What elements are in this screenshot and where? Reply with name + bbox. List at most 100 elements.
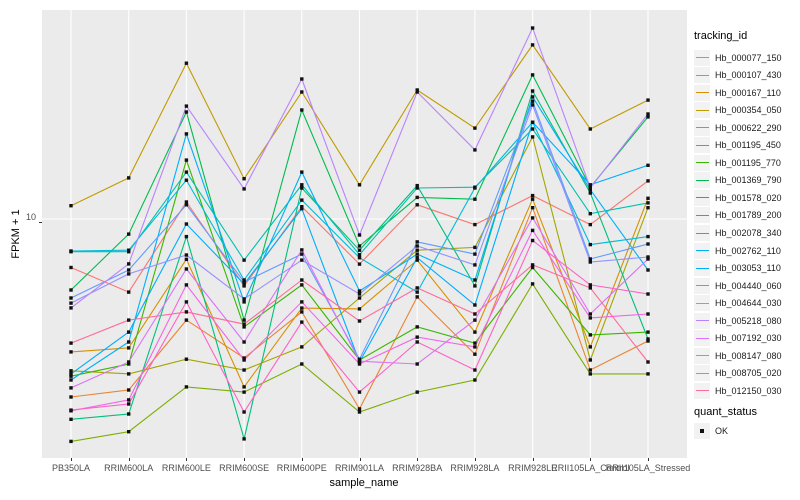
data-point	[357, 357, 362, 361]
data-point	[530, 193, 535, 198]
data-point	[588, 183, 592, 187]
data-point	[415, 295, 419, 299]
data-point	[127, 262, 131, 266]
y-axis-tick-mark	[39, 222, 42, 223]
data-point	[184, 253, 189, 257]
legend-key-box	[694, 347, 710, 364]
data-point	[127, 248, 131, 252]
data-point	[588, 222, 592, 227]
legend-entry-Hb_000354_050: Hb_000354_050	[694, 102, 782, 119]
data-point	[242, 177, 246, 181]
data-point	[184, 283, 189, 287]
data-point	[473, 126, 477, 130]
data-point	[588, 312, 592, 316]
legend-entry-Hb_004644_030: Hb_004644_030	[694, 295, 782, 312]
legend-title-quant-status: quant_status	[694, 406, 757, 418]
data-point	[300, 252, 304, 256]
data-point	[127, 330, 131, 334]
legend-key-box	[694, 365, 710, 382]
data-point	[69, 265, 73, 270]
legend-key-box	[694, 172, 710, 189]
data-point	[415, 258, 419, 262]
data-point	[184, 200, 189, 204]
data-point	[127, 372, 131, 376]
legend-label: Hb_000077_150	[715, 52, 782, 63]
data-point	[415, 390, 419, 394]
legend-entry-Hb_001195_450: Hb_001195_450	[694, 137, 781, 154]
legend-key-box	[694, 137, 710, 154]
data-point	[530, 99, 535, 103]
data-point	[415, 195, 419, 200]
data-point	[357, 307, 362, 311]
x-tick-mark	[532, 458, 534, 461]
series-color-swatch	[695, 127, 709, 129]
data-point	[184, 300, 189, 304]
data-point	[646, 360, 650, 364]
data-point	[530, 197, 535, 201]
data-point	[646, 196, 650, 200]
data-point	[300, 258, 304, 262]
x-tick-label-RRIM928BA: RRIM928BA	[392, 463, 443, 473]
data-point	[242, 282, 246, 286]
data-point	[473, 245, 477, 250]
legend-entry-Hb_000622_290: Hb_000622_290	[694, 119, 782, 136]
data-point	[646, 255, 650, 259]
data-point	[357, 289, 362, 293]
data-point	[300, 283, 304, 287]
data-point	[646, 339, 650, 343]
data-point	[184, 104, 189, 108]
data-point	[184, 257, 189, 261]
data-point	[415, 290, 419, 294]
legend-key-box	[694, 84, 710, 101]
data-point	[127, 430, 131, 434]
series-color-swatch	[695, 285, 709, 287]
data-point	[473, 197, 477, 201]
data-point	[415, 240, 419, 244]
data-point	[357, 296, 362, 300]
data-point	[300, 207, 304, 211]
data-point	[646, 372, 650, 376]
x-tick-label-RRIM600LE: RRIM600LE	[161, 463, 211, 473]
data-point	[127, 232, 131, 236]
data-point	[127, 402, 131, 406]
data-point	[473, 148, 477, 152]
data-point	[473, 318, 477, 322]
data-point	[300, 248, 304, 252]
data-point	[300, 205, 304, 209]
data-point	[242, 318, 246, 322]
data-point	[69, 249, 73, 253]
legend-label: Hb_001195_770	[715, 157, 781, 168]
x-tick-label-RRIM600SE: RRIM600SE	[219, 463, 270, 473]
legend: tracking_id Hb_000077_150 Hb_000107_430 Hb…	[692, 0, 800, 500]
legend-entry-Hb_001578_020: Hb_001578_020	[694, 189, 782, 206]
series-color-swatch	[695, 197, 709, 199]
legend-key-box	[694, 277, 710, 294]
data-point	[646, 206, 650, 210]
legend-key-box	[694, 49, 710, 66]
series-color-swatch	[695, 320, 709, 322]
data-point	[357, 244, 362, 248]
legend-label: Hb_001195_450	[715, 140, 781, 151]
x-tick-label-RRII105LA_Control: RRII105LA_Control	[551, 463, 630, 473]
data-point	[300, 345, 304, 349]
legend-key-box	[694, 207, 710, 224]
legend-label: Hb_012150_030	[715, 385, 782, 396]
legend-key-box	[694, 154, 710, 171]
data-point	[184, 61, 189, 65]
data-point	[300, 90, 304, 94]
data-point	[588, 368, 592, 372]
legend-label: Hb_001578_020	[715, 192, 782, 203]
data-point	[415, 90, 419, 94]
legend-key-box	[694, 422, 710, 439]
data-point	[300, 170, 304, 174]
data-point	[242, 187, 246, 191]
data-point	[242, 368, 246, 372]
data-point	[300, 306, 304, 310]
data-point	[184, 385, 189, 389]
legend-label: Hb_004440_060	[715, 280, 782, 291]
data-point	[646, 179, 650, 183]
x-tick-mark	[417, 458, 419, 461]
data-point	[473, 341, 477, 345]
data-point	[588, 242, 592, 247]
data-point	[415, 248, 419, 252]
